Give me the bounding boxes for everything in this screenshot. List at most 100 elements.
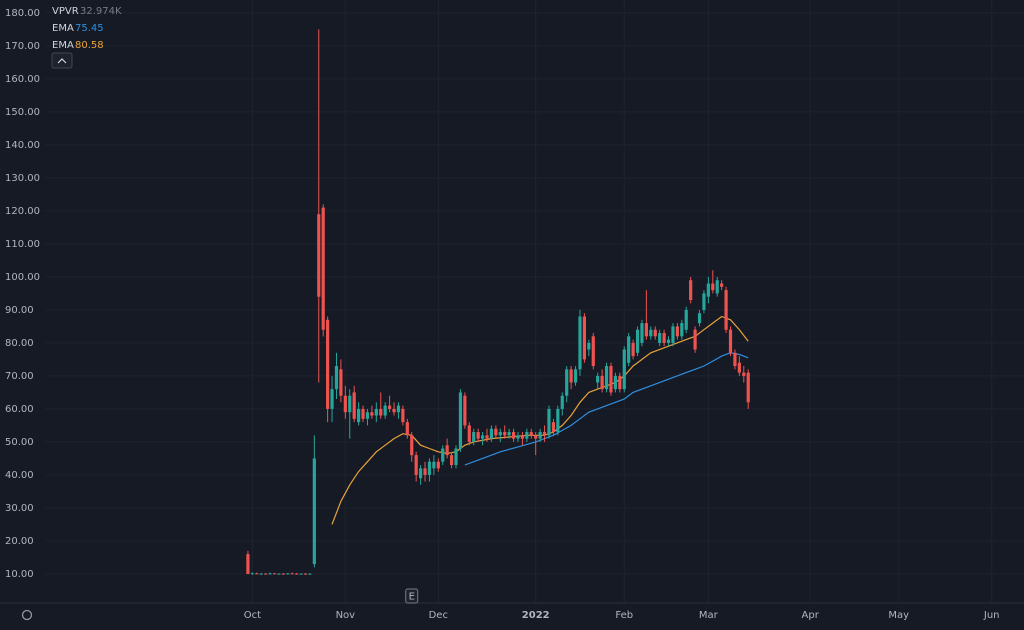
candle-body xyxy=(644,323,648,337)
candle-body xyxy=(472,432,476,442)
y-tick-label: 30.00 xyxy=(5,503,34,514)
candle-body xyxy=(604,366,609,390)
candle-body xyxy=(720,283,724,287)
candle-body xyxy=(560,395,564,409)
x-tick-label: Nov xyxy=(336,610,356,621)
candle-body xyxy=(640,323,644,343)
candle-body xyxy=(649,329,653,337)
settings-button[interactable] xyxy=(21,609,33,621)
candle-body xyxy=(520,435,525,439)
candle-body xyxy=(728,329,733,353)
candle-body xyxy=(272,573,277,575)
x-tick-label: Oct xyxy=(244,610,261,621)
candle-body xyxy=(295,573,299,575)
event-label: E xyxy=(409,592,415,603)
candle-body xyxy=(463,395,467,426)
candle-body xyxy=(525,432,529,439)
candle-body xyxy=(715,280,719,294)
candle-body xyxy=(427,461,432,475)
x-tick-label: Feb xyxy=(615,610,633,621)
y-tick-label: 10.00 xyxy=(5,569,34,580)
candle-body xyxy=(303,573,308,575)
candle-body xyxy=(591,336,595,367)
candle-body xyxy=(596,375,600,383)
candle-body xyxy=(396,405,401,413)
candle-body xyxy=(405,422,409,436)
candle-body xyxy=(697,313,702,324)
y-tick-label: 80.00 xyxy=(5,338,34,349)
y-tick-label: 40.00 xyxy=(5,470,34,481)
x-tick-label: 2022 xyxy=(522,610,550,621)
y-tick-label: 180.00 xyxy=(5,8,40,19)
candle-body xyxy=(702,293,706,310)
candle-body xyxy=(551,422,556,433)
candle-body xyxy=(259,573,263,575)
x-tick-label: May xyxy=(888,610,909,621)
candle-body xyxy=(334,366,339,390)
collapse-box[interactable] xyxy=(51,52,73,69)
indicator-value: 32.974K xyxy=(80,6,122,17)
candle-body xyxy=(454,448,458,466)
candle-body xyxy=(374,408,378,416)
candle-body xyxy=(542,432,547,436)
x-tick-label: Apr xyxy=(802,610,820,621)
candle-body xyxy=(312,458,316,565)
candle-body xyxy=(370,412,374,416)
candle-body xyxy=(666,339,671,343)
candle-body xyxy=(489,428,494,439)
caret-icon[interactable] xyxy=(57,58,67,64)
legend-value: 80.58 xyxy=(75,40,104,51)
candle-body xyxy=(711,283,715,291)
candle-body xyxy=(299,573,303,575)
candle-body xyxy=(684,309,688,330)
candle-body xyxy=(631,342,635,357)
candle-body xyxy=(445,445,449,456)
candle-body xyxy=(565,369,569,396)
candle-body xyxy=(441,448,445,462)
candle-body xyxy=(547,408,551,436)
candle-body xyxy=(383,405,387,416)
candle-body xyxy=(326,319,330,409)
y-tick-label: 50.00 xyxy=(5,437,34,448)
candle-body xyxy=(742,372,746,376)
candle-body xyxy=(449,455,454,466)
indicator-name: VPVR xyxy=(52,6,79,17)
candle-body xyxy=(538,432,542,439)
candle-body xyxy=(264,573,268,575)
candle-body xyxy=(286,573,290,575)
candle-body xyxy=(414,455,418,475)
candle-body xyxy=(485,435,489,439)
y-tick-label: 160.00 xyxy=(5,74,40,85)
collapse-button[interactable] xyxy=(51,52,73,69)
candle-body xyxy=(379,408,383,416)
candle-body xyxy=(388,405,392,409)
candle-body xyxy=(458,392,463,449)
candle-body xyxy=(246,554,250,574)
candle-body xyxy=(250,573,254,575)
candle-body xyxy=(277,573,281,575)
candle-body xyxy=(627,336,631,363)
y-tick-label: 130.00 xyxy=(5,173,40,184)
candle-body xyxy=(480,435,485,439)
candle-body xyxy=(498,432,502,436)
candle-body xyxy=(658,333,662,343)
candle-body xyxy=(534,435,538,439)
legend-name: EMA xyxy=(52,40,74,51)
candle-body xyxy=(578,316,582,370)
candle-body xyxy=(467,425,471,442)
y-tick-label: 90.00 xyxy=(5,305,34,316)
candle-body xyxy=(410,435,414,456)
candle-body xyxy=(348,395,352,413)
candle-body xyxy=(653,329,657,337)
candle-body xyxy=(618,375,622,390)
y-tick-label: 150.00 xyxy=(5,107,40,118)
y-tick-label: 60.00 xyxy=(5,404,34,415)
candle-body xyxy=(569,369,573,383)
gear-icon[interactable] xyxy=(21,609,33,621)
candle-body xyxy=(662,333,666,343)
candle-body xyxy=(401,408,405,423)
candle-body xyxy=(418,468,423,479)
x-tick-label: Dec xyxy=(429,610,448,621)
